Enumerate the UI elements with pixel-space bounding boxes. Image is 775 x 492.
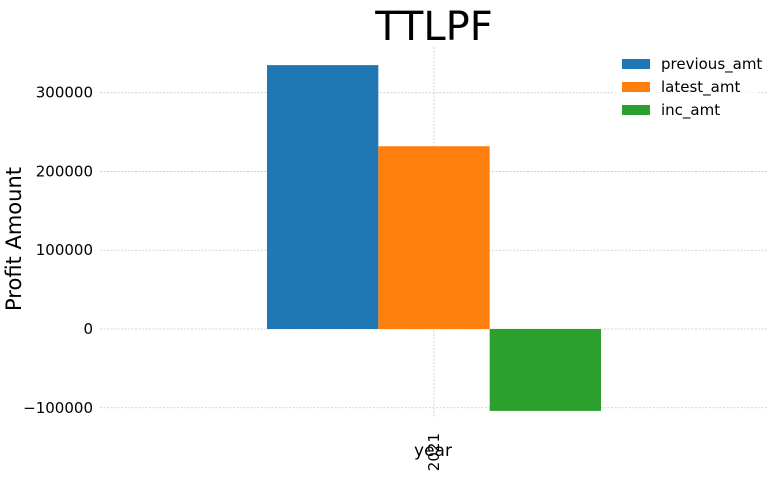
bar-latest_amt <box>378 146 490 329</box>
legend-label-latest_amt: latest_amt <box>661 78 740 97</box>
chart-title: TTLPF <box>374 4 493 50</box>
y-tick-label: 300000 <box>36 84 93 102</box>
bar-previous_amt <box>267 65 379 329</box>
x-axis-ticks: 2021 <box>425 433 443 471</box>
legend: previous_amt latest_amt inc_amt <box>613 50 762 124</box>
y-axis-label: Profit Amount <box>2 167 26 311</box>
y-tick-label: −100000 <box>23 399 93 417</box>
y-tick-label: 200000 <box>36 162 93 180</box>
x-tick-label: 2021 <box>425 433 443 471</box>
legend-swatch-latest_amt <box>622 82 650 92</box>
x-axis-label: year <box>414 441 452 461</box>
y-tick-label: 0 <box>83 320 93 338</box>
y-axis-ticks: −100000 0 100000 200000 300000 <box>23 84 93 417</box>
y-tick-label: 100000 <box>36 241 93 259</box>
legend-swatch-previous_amt <box>622 59 650 69</box>
legend-label-previous_amt: previous_amt <box>661 55 762 74</box>
legend-label-inc_amt: inc_amt <box>661 101 720 120</box>
legend-swatch-inc_amt <box>622 105 650 115</box>
bar-inc_amt <box>489 328 601 411</box>
bars <box>267 65 601 411</box>
